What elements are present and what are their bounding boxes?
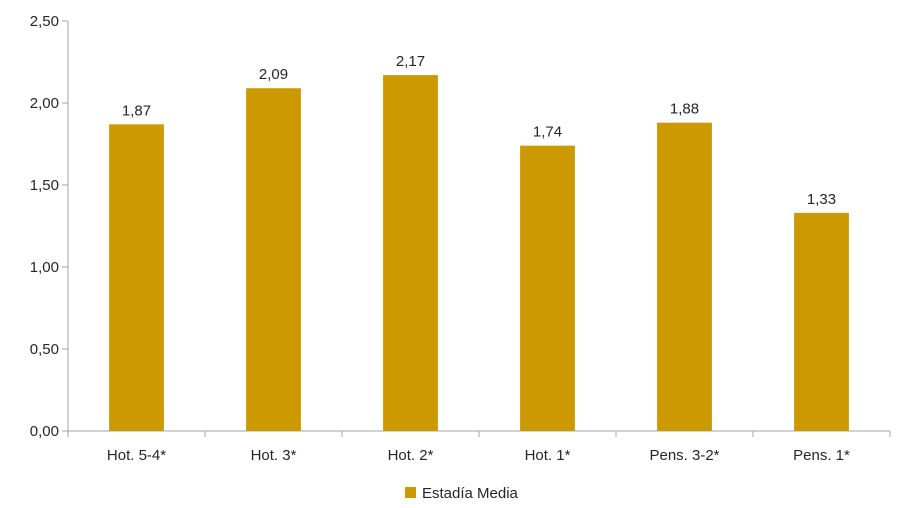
bars	[109, 75, 849, 432]
y-tick-label: 2,00	[30, 95, 59, 112]
y-tick-label: 0,50	[30, 341, 59, 358]
x-axis: Hot. 5-4* Hot. 3* Hot. 2* Hot. 1* Pens. 3-2*…	[67, 430, 891, 464]
bar	[246, 88, 301, 432]
legend: Estadía Media	[405, 485, 519, 502]
legend-label: Estadía Media	[422, 485, 519, 502]
x-tick-label: Hot. 3*	[251, 447, 297, 464]
y-tick-label: 1,00	[30, 259, 59, 276]
legend-swatch	[405, 487, 416, 498]
bar	[383, 75, 438, 432]
data-label: 1,88	[670, 101, 699, 118]
data-labels: 1,87 2,09 2,17 1,74 1,88 1,33	[122, 53, 836, 208]
x-tick-label: Hot. 2*	[388, 447, 434, 464]
y-axis: 0,00 0,50 1,00 1,50 2,00 2,50	[30, 13, 69, 440]
bar	[520, 145, 575, 431]
x-tick-label: Pens. 1*	[793, 447, 850, 464]
x-tick-label: Hot. 1*	[525, 447, 571, 464]
data-label: 2,09	[259, 66, 288, 83]
bar	[794, 212, 849, 431]
data-label: 1,33	[807, 191, 836, 208]
y-tick-label: 1,50	[30, 177, 59, 194]
x-tick-label: Pens. 3-2*	[649, 447, 719, 464]
bar	[109, 124, 164, 431]
data-label: 1,87	[122, 102, 151, 119]
bar	[657, 122, 712, 432]
data-label: 1,74	[533, 124, 562, 141]
x-tick-label: Hot. 5-4*	[107, 447, 166, 464]
y-tick-label: 2,50	[30, 13, 59, 30]
y-tick-label: 0,00	[30, 423, 59, 440]
data-label: 2,17	[396, 53, 425, 70]
